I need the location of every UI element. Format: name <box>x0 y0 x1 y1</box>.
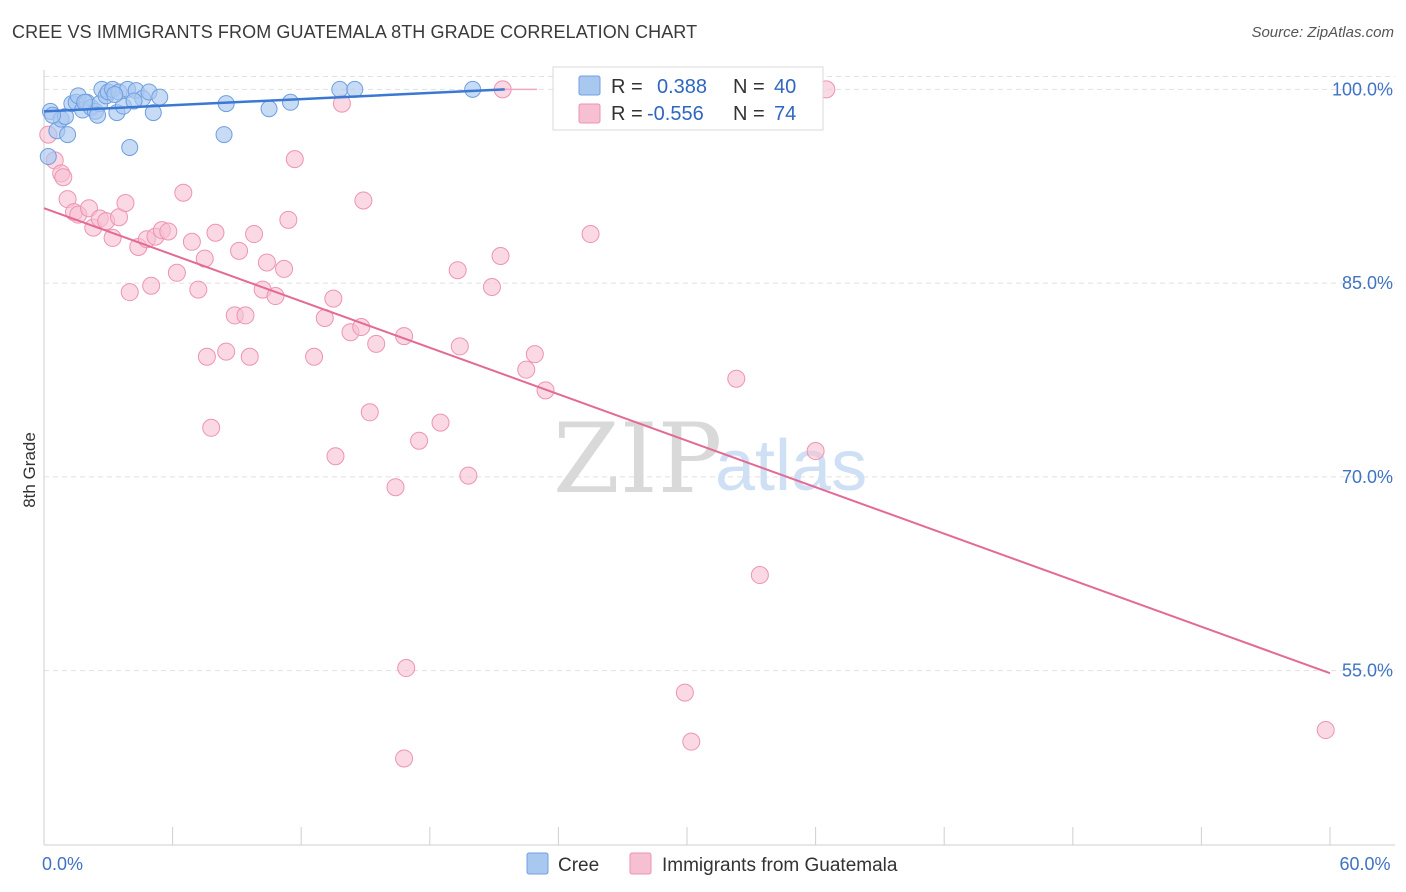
guatemala-point <box>324 289 343 308</box>
guatemala-point <box>581 225 600 244</box>
guatemala-point <box>431 413 450 432</box>
legend-r-label-2: R = <box>611 103 643 125</box>
guatemala-point <box>305 347 324 366</box>
legend-r-label-1: R = <box>611 76 643 98</box>
y-tick-labels: 100.0% 85.0% 70.0% 55.0% <box>1332 79 1393 680</box>
y-tick-label: 85.0% <box>1342 273 1393 293</box>
guatemala-point <box>1316 721 1335 740</box>
watermark-atlas: atlas <box>715 426 867 506</box>
cree-point <box>144 104 162 122</box>
guatemala-point <box>395 749 414 768</box>
x-tick-label: 0.0% <box>42 854 83 874</box>
guatemala-point <box>189 280 208 299</box>
guatemala-point <box>326 447 345 466</box>
cree-point <box>331 80 349 98</box>
guatemala-trend-line <box>43 207 1331 675</box>
guatemala-point <box>459 466 478 485</box>
cree-point <box>89 106 107 124</box>
guatemala-point <box>410 431 429 450</box>
grid-lines <box>44 75 1395 672</box>
guatemala-point <box>167 263 186 282</box>
legend-n-value-2: 74 <box>774 103 796 125</box>
y-tick-label: 55.0% <box>1342 661 1393 681</box>
guatemala-point <box>525 345 544 364</box>
bottom-legend-swatch-guatemala <box>629 852 652 875</box>
guatemala-points <box>39 80 1335 768</box>
x-tick-labels: 0.0% 60.0% <box>42 854 1391 874</box>
guatemala-point <box>482 278 501 296</box>
guatemala-point <box>142 276 161 295</box>
guatemala-point <box>354 191 373 210</box>
guatemala-point <box>386 478 405 497</box>
guatemala-point <box>245 225 264 244</box>
guatemala-point <box>448 261 467 280</box>
cree-point <box>39 148 57 166</box>
cree-point <box>346 80 364 98</box>
bottom-legend-cree: Cree <box>558 855 599 876</box>
bottom-legend-swatch-cree <box>526 852 549 875</box>
guatemala-point <box>360 403 379 422</box>
guatemala-point <box>206 223 225 242</box>
legend-n-label-1: N = <box>733 76 765 98</box>
guatemala-point <box>367 334 386 353</box>
cree-point <box>464 80 482 98</box>
cree-point <box>121 139 139 156</box>
watermark-zip: ZIP <box>553 403 722 515</box>
cree-trend-line <box>43 88 505 113</box>
source-label: Source: ZipAtlas.com <box>1251 24 1394 41</box>
guatemala-point <box>257 253 276 272</box>
legend-r-value-1: 0.388 <box>657 76 707 98</box>
guatemala-point <box>217 342 236 361</box>
legend-r-value-2: -0.556 <box>647 103 704 125</box>
guatemala-point <box>54 168 73 187</box>
y-tick-label: 70.0% <box>1342 467 1393 487</box>
guatemala-point <box>491 247 510 265</box>
bottom-legend: Cree Immigrants from Guatemala <box>526 852 898 876</box>
cree-point <box>151 88 169 106</box>
guatemala-point <box>285 150 304 169</box>
guatemala-point <box>240 347 259 366</box>
legend-swatch-cree <box>578 75 601 96</box>
cree-point <box>106 86 124 104</box>
trend-lines <box>43 88 1331 675</box>
guatemala-point <box>116 194 135 213</box>
x-tick-label: 60.0% <box>1339 854 1390 874</box>
guatemala-point <box>182 232 201 251</box>
cree-point <box>59 126 77 144</box>
guatemala-point <box>517 360 536 379</box>
legend-n-label-2: N = <box>733 103 765 125</box>
guatemala-point <box>120 283 139 302</box>
stats-legend: R = 0.388 N = 40 R = -0.556 N = 74 <box>552 66 824 131</box>
cree-point <box>125 92 143 110</box>
guatemala-point <box>159 222 178 241</box>
guatemala-point <box>450 337 469 356</box>
cree-point <box>260 100 278 118</box>
legend-swatch-guatemala <box>578 103 601 124</box>
guatemala-point <box>236 306 255 325</box>
guatemala-point <box>397 659 416 678</box>
guatemala-point <box>197 347 216 366</box>
guatemala-point <box>275 259 294 278</box>
guatemala-point <box>174 183 193 202</box>
guatemala-point <box>806 442 825 461</box>
bottom-legend-guatemala: Immigrants from Guatemala <box>662 855 898 876</box>
cree-point <box>215 126 233 144</box>
guatemala-point <box>279 210 298 229</box>
guatemala-point <box>230 241 249 260</box>
legend-n-value-1: 40 <box>774 76 796 98</box>
cree-point <box>281 93 299 111</box>
guatemala-point <box>727 369 746 388</box>
chart-title: CREE VS IMMIGRANTS FROM GUATEMALA 8TH GR… <box>12 22 698 42</box>
y-axis-title: 8th Grade <box>20 432 39 508</box>
guatemala-point <box>202 418 221 437</box>
guatemala-point <box>675 683 694 702</box>
axes <box>43 70 1395 846</box>
y-tick-label: 100.0% <box>1332 79 1393 99</box>
guatemala-point <box>682 732 701 751</box>
guatemala-point <box>750 566 769 585</box>
